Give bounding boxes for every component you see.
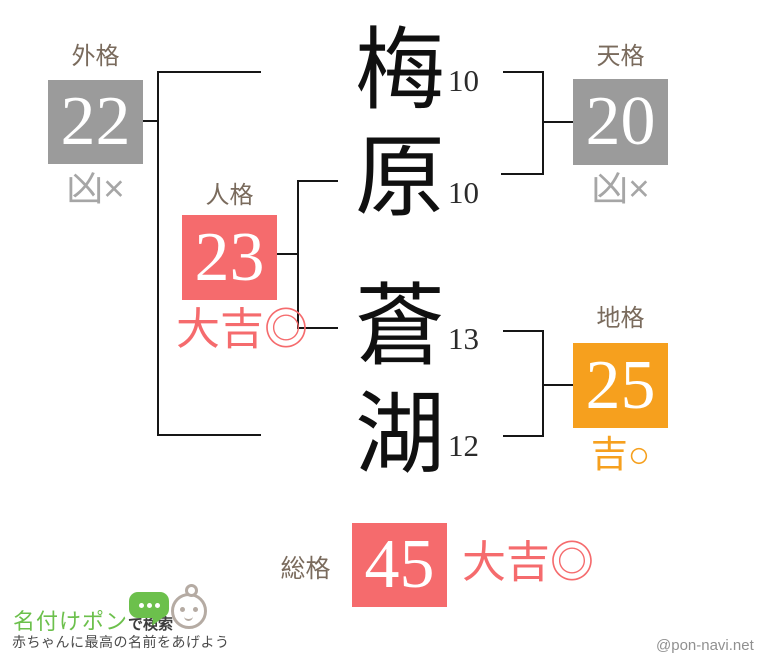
tagline: 赤ちゃんに最高の名前をあげよう xyxy=(12,634,230,650)
name-char-1: 梅 xyxy=(355,22,445,121)
gaikaku-score-box: 22 xyxy=(48,80,143,164)
chikaku-bracket-top xyxy=(503,330,544,332)
chikaku-bracket-vertical xyxy=(542,330,544,437)
gaikaku-bracket-bottom xyxy=(157,434,261,436)
soukaku-fortune: 大吉◎ xyxy=(462,538,594,587)
chikaku-label: 地格 xyxy=(596,305,645,332)
logo-text: 名付けポン xyxy=(13,609,129,634)
baby-topknot-icon xyxy=(185,584,198,597)
tenkaku-bracket-vertical xyxy=(542,71,544,175)
gaikaku-fortune: 凶× xyxy=(66,168,125,209)
jinkaku-connector xyxy=(275,253,299,255)
baby-right-eye-icon xyxy=(193,607,198,612)
baby-face-icon xyxy=(171,593,207,629)
name-char-3-strokes: 13 xyxy=(448,321,479,356)
speech-bubble-icon xyxy=(129,592,169,618)
baby-left-eye-icon xyxy=(180,607,185,612)
jinkaku-bracket-top xyxy=(297,180,338,182)
site-credit: @pon-navi.net xyxy=(656,637,754,654)
chikaku-fortune: 吉○ xyxy=(590,434,651,475)
baby-mouth-icon xyxy=(184,613,193,621)
gaikaku-bracket-vertical xyxy=(157,71,159,436)
name-char-4-strokes: 12 xyxy=(448,428,479,463)
soukaku-label: 総格 xyxy=(280,555,331,583)
gaikaku-bracket-top xyxy=(157,71,261,73)
tenkaku-bracket-top xyxy=(503,71,544,73)
gaikaku-label: 外格 xyxy=(71,43,120,70)
name-char-4: 湖 xyxy=(355,386,445,485)
jinkaku-bracket-bottom xyxy=(297,327,338,329)
logo: 名付けポン で検索 xyxy=(13,604,173,636)
name-char-2: 原 xyxy=(355,129,445,228)
tenkaku-fortune: 凶× xyxy=(591,168,650,209)
tenkaku-score-box: 20 xyxy=(573,79,668,165)
jinkaku-score-box: 23 xyxy=(182,215,277,300)
tenkaku-bracket-bottom xyxy=(501,173,544,175)
name-char-2-strokes: 10 xyxy=(448,175,479,210)
chikaku-score-box: 25 xyxy=(573,343,668,428)
chikaku-connector xyxy=(542,384,575,386)
jinkaku-fortune: 大吉◎ xyxy=(176,305,308,354)
soukaku-score-box: 45 xyxy=(352,523,447,607)
logo-suffix-text: で検索 xyxy=(128,616,174,633)
name-char-3: 蒼 xyxy=(355,278,445,377)
name-char-1-strokes: 10 xyxy=(448,63,479,98)
jinkaku-label: 人格 xyxy=(205,182,254,209)
tenkaku-label: 天格 xyxy=(596,43,645,70)
chikaku-bracket-bottom xyxy=(503,435,544,437)
tenkaku-connector xyxy=(542,121,575,123)
gaikaku-connector xyxy=(141,120,159,122)
